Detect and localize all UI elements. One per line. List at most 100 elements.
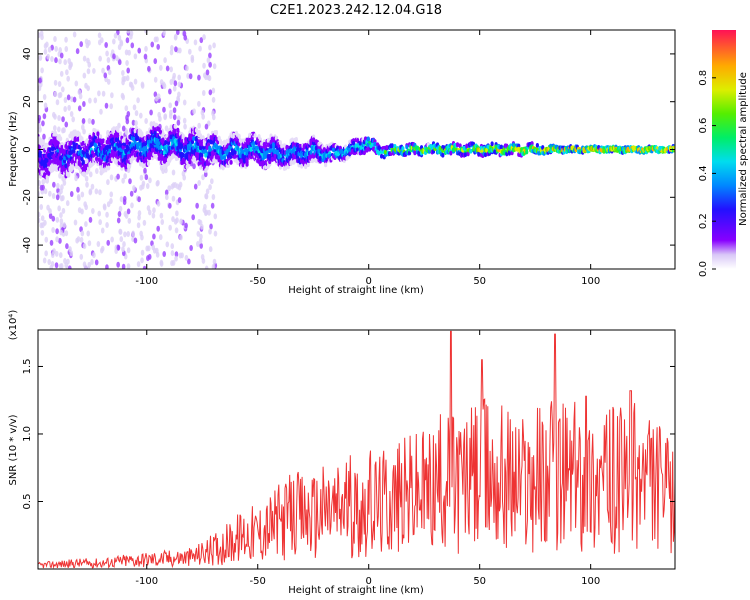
spectrogram-cell	[108, 148, 112, 153]
y-tick-label: -40	[22, 237, 33, 253]
spectrogram-cell	[190, 54, 195, 61]
x-tick-label: 100	[581, 276, 600, 287]
spectrogram-cell	[188, 159, 192, 165]
spectrogram-cell	[164, 153, 168, 159]
spectrogram-cell	[249, 146, 253, 152]
spectrogram-cell	[206, 133, 211, 139]
spectrogram-cell	[366, 136, 370, 142]
spectrogram-cell	[53, 125, 57, 132]
snr-x-label: Height of straight line (km)	[288, 585, 424, 596]
spectrogram-cell	[304, 164, 308, 170]
spectrogram-cell	[405, 144, 409, 150]
spectrogram-cell	[61, 127, 65, 134]
spectrogram-cell	[38, 180, 42, 187]
spectrogram-cell	[102, 203, 107, 210]
spectrogram-cell	[170, 243, 175, 250]
spectrogram-cell	[222, 139, 227, 145]
spectrogram-cell	[126, 208, 131, 215]
spectrogram-cell	[143, 53, 148, 60]
spectrogram-cell	[148, 177, 152, 184]
spectrogram-heatmap	[38, 30, 675, 269]
spectrogram-cell	[195, 202, 199, 209]
spectrogram-cell	[203, 203, 207, 210]
spectrogram-cell	[163, 57, 167, 64]
spectrogram-cell	[174, 227, 179, 234]
spectrogram-cell	[55, 236, 59, 243]
spectrogram-cell	[59, 70, 64, 77]
spectrogram-cell	[151, 212, 156, 219]
spectrogram-cell	[104, 41, 108, 48]
spectrogram-cell	[72, 96, 77, 103]
spectrogram-cell	[312, 137, 316, 143]
spectrogram-cell	[193, 39, 198, 46]
spectrogram-cell	[206, 57, 211, 64]
spectrogram-cell	[72, 149, 76, 155]
spectrogram-cell	[79, 41, 84, 48]
spectrogram-cell	[159, 64, 163, 71]
spectrogram-cell	[88, 216, 93, 223]
spectrogram-cell	[78, 93, 83, 100]
y-tick-label: 20	[22, 95, 33, 108]
spectrogram-cell	[144, 45, 148, 52]
spectrogram-cell	[96, 240, 101, 247]
spectrogram-cell	[122, 241, 126, 248]
spectrogram-cell	[129, 30, 134, 37]
spectrogram-cell	[156, 43, 160, 50]
spectrogram-cell	[174, 100, 179, 107]
spectrogram-cell	[253, 133, 257, 139]
spectrogram-cell	[97, 90, 101, 97]
spectrogram-cell	[429, 143, 433, 149]
spectrogram-cell	[210, 178, 214, 185]
spectrogram-cell	[76, 236, 81, 243]
spectrogram-cell	[208, 184, 212, 191]
spectrogram-cell	[54, 57, 58, 64]
spectrogram-cell	[72, 31, 77, 38]
spectrogram-cell	[194, 135, 199, 141]
spectrogram-cell	[204, 209, 209, 216]
spectrogram-cell	[294, 136, 298, 142]
spectrogram-cell	[167, 185, 171, 192]
spectrogram-cell	[175, 183, 180, 190]
spectrogram-cell	[80, 230, 85, 237]
spectrogram-cell	[156, 225, 160, 232]
spectrogram-cell	[90, 183, 95, 190]
snr-series-line	[38, 330, 675, 569]
spectrogram-cell	[182, 117, 187, 124]
spectrogram-cell	[127, 49, 131, 56]
spectrogram-cell	[201, 135, 205, 141]
spectrogram-cell	[52, 181, 56, 188]
spectrogram-cell	[196, 230, 201, 237]
spectrogram-cell	[144, 118, 148, 125]
spectrogram-cell	[192, 136, 196, 141]
spectrogram-cell	[173, 218, 178, 225]
spectrogram-cell	[138, 151, 143, 157]
spectrogram-cell	[201, 90, 206, 97]
spectrogram-cell	[124, 129, 129, 136]
spectrogram-cell	[168, 88, 172, 95]
spectrogram-cell	[66, 94, 71, 101]
spectrogram-cell	[441, 152, 445, 158]
spectrogram-cell	[153, 58, 158, 65]
x-tick-label: -50	[250, 276, 266, 287]
spectrogram-cell	[124, 105, 129, 112]
spectrogram-cell	[222, 155, 227, 161]
spectrogram-cell	[204, 123, 209, 130]
spectrogram-cell	[60, 184, 64, 191]
y-tick-label: 0.5	[22, 494, 33, 510]
spectrogram-cell	[83, 172, 87, 178]
spectrogram-cell	[133, 53, 138, 60]
x-tick-label: -100	[135, 576, 158, 587]
spectrogram-cell	[266, 137, 270, 143]
spectrogram-cell	[182, 99, 187, 106]
spectrogram-cell	[98, 219, 102, 226]
spectrogram-cell	[87, 240, 92, 247]
spectrogram-cell	[179, 218, 183, 225]
spectrogram-cell	[125, 118, 130, 125]
spectrogram-cell	[122, 141, 127, 147]
spectrogram-cell	[70, 96, 74, 103]
spectrogram-cell	[116, 217, 121, 224]
spectrogram-cell	[109, 174, 114, 181]
spectrogram-cell	[159, 259, 164, 266]
spectrogram-cell	[93, 97, 98, 104]
spectrogram-cell	[211, 263, 216, 269]
